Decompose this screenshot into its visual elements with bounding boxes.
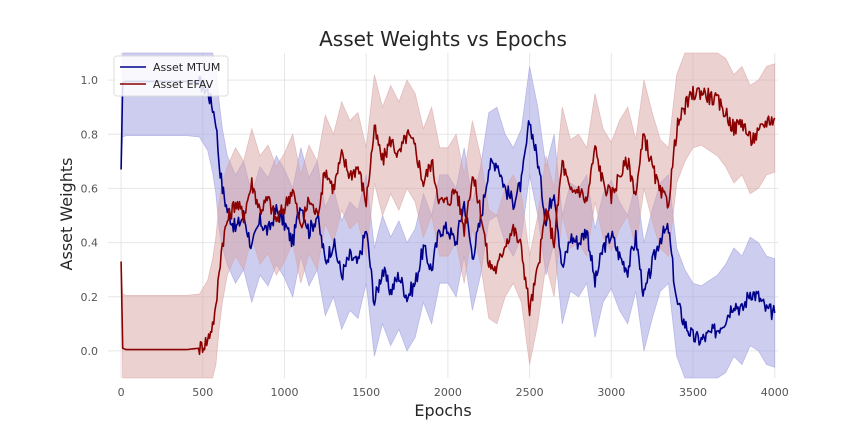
x-tick-labels: 0 500 1000 1500 2000 2500 3000 3500 4000 [118, 386, 789, 399]
y-tick-label-2: 0.4 [81, 237, 99, 250]
x-tick-label-5: 2500 [516, 386, 544, 399]
y-tick-label-4: 0.8 [81, 128, 99, 141]
chart-title: Asset Weights vs Epochs [319, 27, 567, 51]
x-tick-label-2: 1000 [270, 386, 298, 399]
legend-label-efav: Asset EFAV [153, 78, 214, 91]
y-tick-label-1: 0.2 [81, 291, 99, 304]
x-tick-label-6: 3000 [597, 386, 625, 399]
y-tick-label-0: 0.0 [81, 345, 99, 358]
series-lines [120, 75, 776, 356]
x-axis-label: Epochs [414, 401, 471, 420]
legend: Asset MTUM Asset EFAV [113, 55, 229, 97]
y-tick-label-5: 1.0 [81, 74, 99, 87]
y-axis-label: Asset Weights [57, 158, 76, 271]
x-tick-label-7: 3500 [679, 386, 707, 399]
x-tick-label-3: 1500 [352, 386, 380, 399]
x-tick-label-4: 2000 [434, 386, 462, 399]
y-tick-labels: 0.0 0.2 0.4 0.6 0.8 1.0 [81, 74, 99, 358]
x-tick-label-8: 4000 [761, 386, 789, 399]
line-mtum [120, 75, 776, 346]
x-tick-label-1: 500 [192, 386, 213, 399]
y-tick-label-3: 0.6 [81, 182, 99, 195]
x-tick-label-0: 0 [118, 386, 125, 399]
legend-label-mtum: Asset MTUM [153, 61, 220, 74]
legend-box [113, 55, 229, 97]
line-efav [120, 85, 776, 356]
